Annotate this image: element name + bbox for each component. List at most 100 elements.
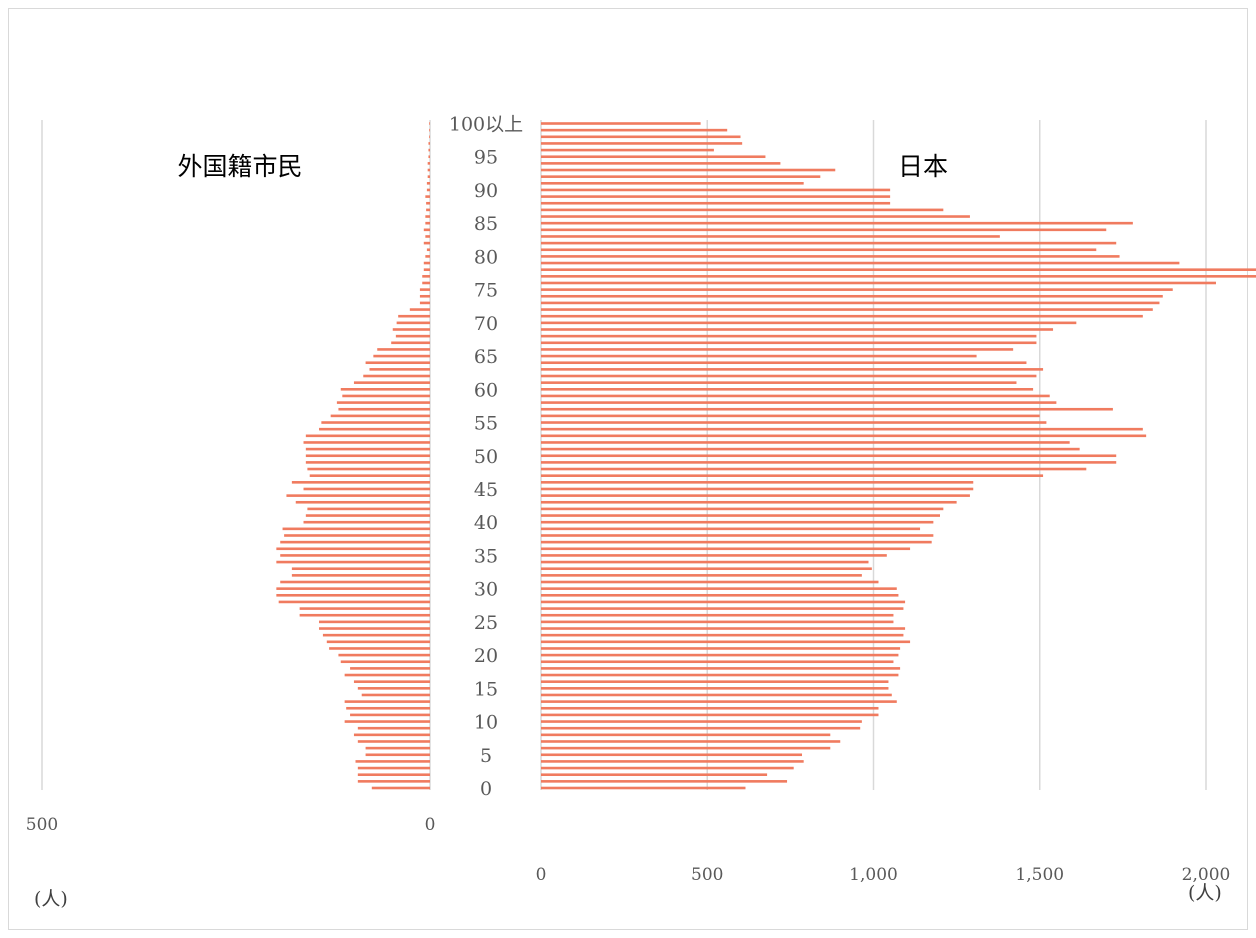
- left-bar: [365, 361, 430, 365]
- left-bar: [427, 168, 430, 172]
- right-bar: [541, 447, 1080, 451]
- left-bar: [429, 135, 430, 139]
- right-bar: [541, 773, 768, 777]
- right-bar: [541, 195, 891, 198]
- right-bar: [541, 261, 1180, 265]
- left-bar: [353, 381, 430, 384]
- right-bar: [541, 567, 872, 571]
- left-bar: [422, 275, 430, 278]
- right-bar: [541, 175, 821, 178]
- left-bar: [322, 633, 430, 637]
- left-bar: [329, 647, 430, 650]
- left-bar: [425, 255, 430, 258]
- left-x-tick-label: 500: [26, 815, 58, 835]
- right-bar: [541, 580, 879, 584]
- age-label: 10: [474, 712, 498, 734]
- right-bar: [541, 547, 911, 551]
- right-bar: [541, 235, 1000, 238]
- age-label: 55: [474, 413, 498, 435]
- left-bar: [276, 547, 430, 551]
- age-label: 45: [474, 479, 498, 501]
- left-bar: [373, 354, 430, 358]
- right-bar: [541, 720, 862, 723]
- right-x-tick-label: 1,500: [1015, 865, 1064, 885]
- left-bar: [307, 507, 430, 511]
- right-bar: [541, 766, 794, 770]
- age-label: 70: [474, 313, 498, 335]
- age-label: 25: [474, 612, 498, 634]
- right-bar: [541, 706, 879, 710]
- age-label: 100以上: [449, 114, 523, 136]
- right-bar: [541, 600, 906, 604]
- left-bar: [284, 534, 430, 537]
- right-bar: [541, 288, 1173, 291]
- left-bar: [428, 148, 430, 152]
- left-bar: [409, 308, 430, 311]
- right-bar: [541, 427, 1143, 431]
- right-bar: [541, 168, 836, 172]
- right-bar: [541, 294, 1163, 298]
- right-bar: [541, 255, 1120, 258]
- left-bar: [305, 514, 430, 517]
- right-bar: [541, 667, 901, 670]
- left-bar: [426, 201, 430, 205]
- left-bar: [299, 613, 430, 617]
- right-bar: [541, 308, 1153, 311]
- right-bar: [541, 281, 1216, 285]
- left-bar: [338, 407, 430, 411]
- left-bar: [344, 673, 430, 677]
- age-label: 85: [474, 213, 498, 235]
- right-bar: [541, 321, 1077, 325]
- right-bar: [541, 574, 862, 577]
- left-bar: [365, 746, 430, 750]
- left-bar: [357, 726, 430, 730]
- right-bar: [541, 680, 889, 683]
- right-bar: [541, 368, 1044, 371]
- left-bar: [291, 567, 430, 571]
- right-panel-title: 日本: [898, 152, 948, 181]
- right-bar: [541, 128, 728, 132]
- right-bar: [541, 713, 879, 717]
- left-bar: [392, 328, 430, 331]
- right-bar: [541, 434, 1147, 438]
- right-bar: [541, 221, 1133, 225]
- left-bar: [425, 221, 430, 225]
- right-bar: [541, 607, 904, 610]
- left-bar: [426, 188, 430, 192]
- right-bar: [541, 687, 889, 690]
- right-bar: [541, 301, 1160, 305]
- right-bar: [541, 494, 970, 497]
- left-bar: [276, 587, 430, 590]
- left-bar: [428, 142, 430, 145]
- right-bar: [541, 534, 934, 537]
- right-bar: [541, 786, 746, 790]
- left-bar: [391, 341, 430, 345]
- left-bar: [340, 388, 430, 391]
- left-bar: [319, 627, 430, 630]
- left-bar: [299, 607, 430, 610]
- left-unit-label: (人): [34, 888, 68, 910]
- left-bar: [319, 620, 430, 624]
- right-bar: [541, 560, 869, 564]
- right-bar: [541, 640, 911, 644]
- left-bar: [286, 494, 430, 497]
- left-bar: [305, 447, 430, 451]
- right-bar: [541, 401, 1057, 404]
- left-panel-title: 外国籍市民: [177, 152, 302, 181]
- left-bar: [428, 155, 430, 159]
- left-bar: [278, 600, 430, 604]
- left-bar: [357, 687, 430, 690]
- right-bar: [541, 753, 803, 757]
- right-bar: [541, 381, 1017, 384]
- age-label: 20: [474, 645, 498, 667]
- left-bar: [423, 261, 430, 265]
- left-bar: [344, 700, 430, 703]
- left-bar: [377, 348, 430, 351]
- right-bar: [541, 394, 1050, 398]
- right-bar: [541, 726, 861, 730]
- left-bar: [305, 454, 430, 458]
- right-bar: [541, 780, 788, 783]
- left-bar: [423, 241, 430, 245]
- left-bar: [425, 215, 430, 218]
